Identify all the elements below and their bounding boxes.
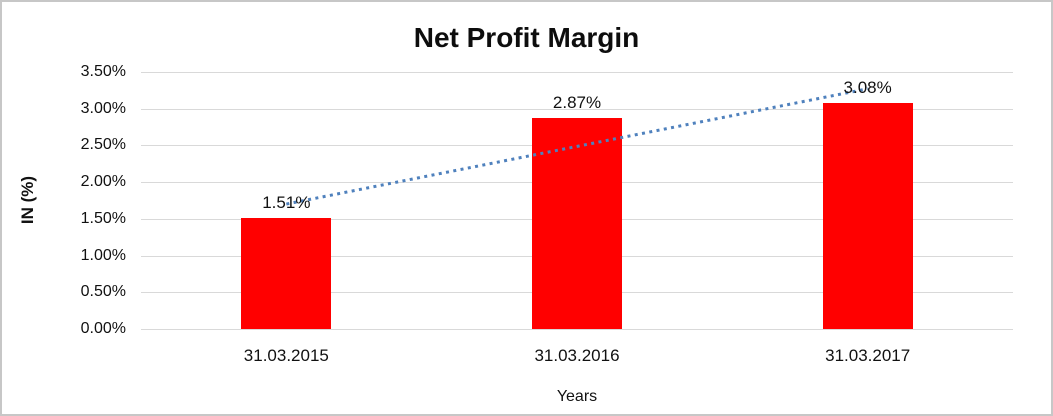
x-tick-label: 31.03.2017 [825,346,911,365]
y-tick-label: 0.50% [80,283,126,301]
x-axis-title: Years [556,388,598,405]
bar-31.03.2017 [822,102,913,329]
bar-31.03.2015 [241,218,332,329]
gridline [141,108,1013,110]
gridline [141,329,1013,330]
y-tick-label: 0.00% [80,320,126,337]
x-tick-label: 31.03.2016 [534,346,620,365]
y-tick-label: 3.50% [80,63,126,80]
plot-area: 1.51% 2.87% 3.08% [141,72,1013,330]
y-tick-label: 2.50% [80,136,126,154]
gridline [141,72,1013,73]
trendline-path [286,87,868,206]
bar-31.03.2016 [532,118,622,329]
y-axis-title-text: IN (%) [18,175,37,225]
bar-data-label: 3.08% [843,77,892,97]
bar-data-label: 1.51% [262,193,311,213]
bar-data-label: 2.87% [552,93,602,113]
x-tick-label: 31.03.2015 [243,346,329,365]
chart-title: Net Profit Margin [413,22,640,53]
y-tick-label: 1.50% [80,209,126,227]
y-tick-label: 1.00% [80,246,126,264]
y-tick-label: 3.00% [80,99,126,117]
y-tick-label: 2.00% [80,173,126,191]
trendline [286,87,868,206]
